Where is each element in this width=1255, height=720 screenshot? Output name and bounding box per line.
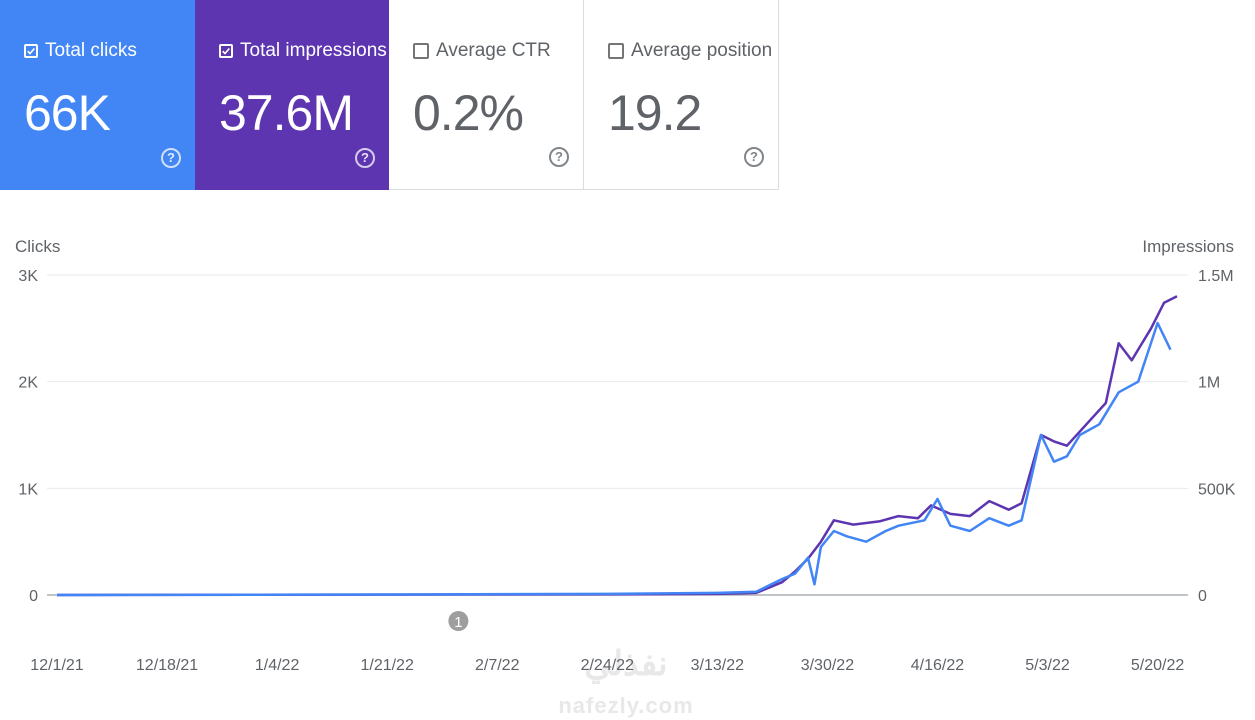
checkbox-checked-icon[interactable] <box>219 44 233 58</box>
annotation-label: 1 <box>454 614 462 631</box>
card-label: Average CTR <box>436 40 551 61</box>
y-right-ticks: 0 500K 1M 1.5M <box>1198 268 1236 605</box>
help-icon[interactable]: ? <box>744 147 764 167</box>
y-left-tick-label: 1K <box>18 481 38 498</box>
x-tick-label: 5/3/22 <box>1025 657 1070 674</box>
average-position-card[interactable]: Average position 19.2 ? <box>584 0 779 190</box>
watermark-text: nafezly.com <box>558 693 693 718</box>
x-tick-label: 1/21/22 <box>360 657 413 674</box>
metric-cards: Total clicks 66K ? Total impressions 37.… <box>0 0 779 190</box>
checkbox-unchecked-icon[interactable] <box>608 43 624 59</box>
series-line-total-clicks <box>56 321 1172 597</box>
x-tick-label: 12/1/21 <box>30 657 83 674</box>
x-tick-label: 3/13/22 <box>691 657 744 674</box>
x-ticks: 12/1/21 12/18/21 1/4/22 1/21/22 2/7/22 2/24/2… <box>30 657 1184 674</box>
help-icon[interactable]: ? <box>355 148 375 168</box>
card-label: Average position <box>631 40 773 61</box>
annotation-marker[interactable]: 1 <box>448 611 469 631</box>
y-left-tick-label: 3K <box>18 268 38 285</box>
help-icon[interactable]: ? <box>161 148 181 168</box>
annotation-circle <box>448 611 469 631</box>
series-lines <box>56 295 1178 597</box>
y-right-tick-label: 1M <box>1198 375 1220 392</box>
watermark: نفذلي nafezly.com <box>558 645 693 718</box>
x-tick-label: 2/7/22 <box>475 657 520 674</box>
checkbox-checked-icon[interactable] <box>24 44 38 58</box>
average-ctr-card[interactable]: Average CTR 0.2% ? <box>389 0 584 190</box>
checkbox-unchecked-icon[interactable] <box>413 43 429 59</box>
card-value: 37.6M <box>219 85 354 141</box>
y-left-tick-label: 2K <box>18 375 38 392</box>
y-left-ticks: 0 1K 2K 3K <box>18 268 38 605</box>
x-tick-label: 12/18/21 <box>136 657 198 674</box>
x-tick-label: 5/20/22 <box>1131 657 1184 674</box>
y-right-tick-label: 0 <box>1198 588 1207 605</box>
gridlines <box>47 274 1188 596</box>
watermark-arabic: نفذلي <box>584 645 667 684</box>
help-icon[interactable]: ? <box>549 147 569 167</box>
x-tick-label: 3/30/22 <box>801 657 854 674</box>
y-right-tick-label: 500K <box>1198 481 1236 498</box>
total-clicks-card[interactable]: Total clicks 66K ? <box>0 0 195 190</box>
card-value: 0.2% <box>413 85 524 141</box>
y-left-axis-title: Clicks <box>15 237 60 256</box>
x-tick-label: 1/4/22 <box>255 657 300 674</box>
card-value: 66K <box>24 85 111 141</box>
y-right-tick-label: 1.5M <box>1198 268 1234 285</box>
card-value: 19.2 <box>608 85 702 141</box>
performance-chart: نفذلي nafezly.com Clicks Impressions 0 1K… <box>15 237 1236 718</box>
x-tick-label: 2/24/22 <box>581 657 634 674</box>
card-label: Total impressions <box>240 40 387 61</box>
card-label: Total clicks <box>45 40 137 61</box>
x-tick-label: 4/16/22 <box>911 657 964 674</box>
y-left-tick-label: 0 <box>29 588 38 605</box>
total-impressions-card[interactable]: Total impressions 37.6M ? <box>195 0 389 190</box>
series-line-total-impressions <box>56 295 1178 597</box>
y-right-axis-title: Impressions <box>1142 237 1234 256</box>
